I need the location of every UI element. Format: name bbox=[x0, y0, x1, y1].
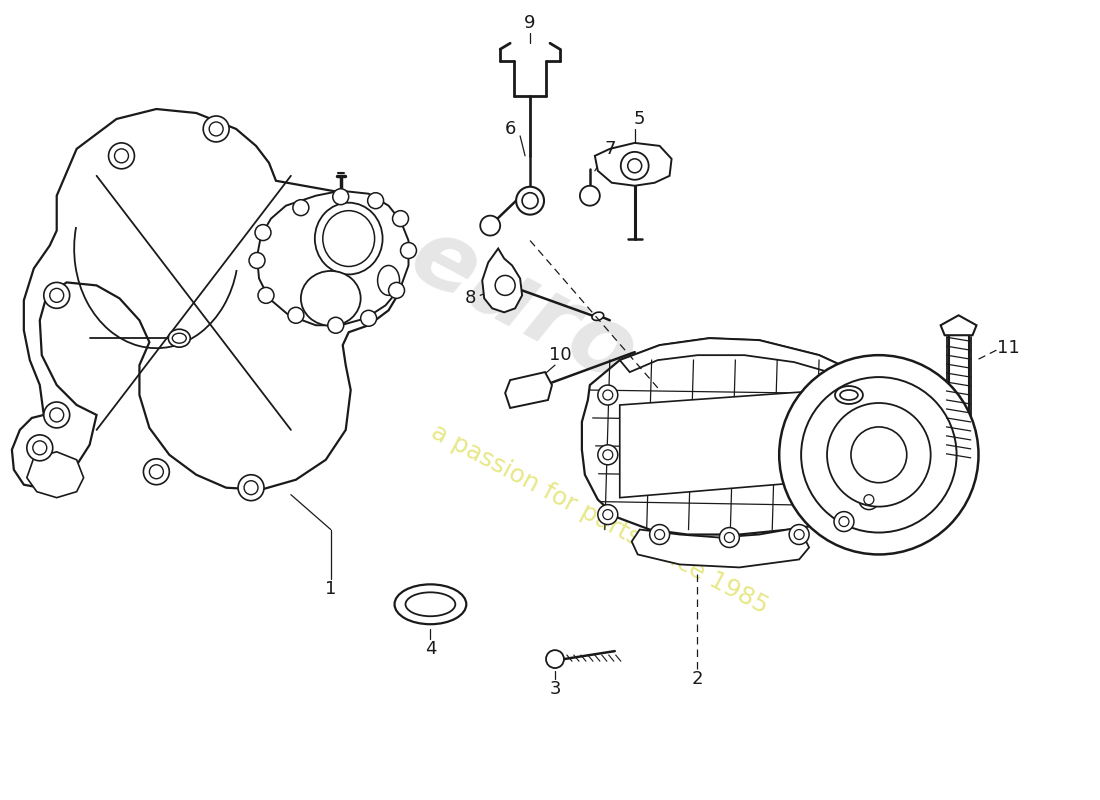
Circle shape bbox=[393, 210, 408, 226]
Ellipse shape bbox=[835, 386, 862, 404]
Circle shape bbox=[603, 390, 613, 400]
Text: 6: 6 bbox=[505, 120, 516, 138]
Circle shape bbox=[839, 517, 849, 526]
Circle shape bbox=[650, 525, 670, 545]
Ellipse shape bbox=[377, 266, 399, 295]
Circle shape bbox=[789, 525, 810, 545]
Circle shape bbox=[603, 510, 613, 519]
Circle shape bbox=[109, 143, 134, 169]
Text: 4: 4 bbox=[425, 640, 437, 658]
Circle shape bbox=[143, 458, 169, 485]
Circle shape bbox=[522, 193, 538, 209]
Circle shape bbox=[597, 445, 618, 465]
Circle shape bbox=[209, 122, 223, 136]
Circle shape bbox=[851, 427, 906, 482]
Circle shape bbox=[244, 481, 258, 494]
Polygon shape bbox=[940, 315, 977, 335]
Polygon shape bbox=[12, 109, 406, 490]
Circle shape bbox=[864, 494, 873, 505]
Circle shape bbox=[333, 189, 349, 205]
Circle shape bbox=[44, 282, 69, 308]
Circle shape bbox=[801, 377, 957, 533]
Circle shape bbox=[288, 307, 304, 323]
Circle shape bbox=[779, 355, 979, 554]
Circle shape bbox=[481, 216, 500, 235]
Ellipse shape bbox=[301, 271, 361, 326]
Text: eurospares: eurospares bbox=[394, 209, 965, 571]
Text: 3: 3 bbox=[549, 680, 561, 698]
Polygon shape bbox=[26, 452, 84, 498]
Text: 10: 10 bbox=[549, 346, 571, 364]
Ellipse shape bbox=[168, 330, 190, 347]
Circle shape bbox=[603, 450, 613, 460]
Circle shape bbox=[367, 193, 384, 209]
Text: 2: 2 bbox=[692, 670, 703, 688]
Circle shape bbox=[546, 650, 564, 668]
Text: 1: 1 bbox=[326, 580, 337, 598]
Circle shape bbox=[654, 530, 664, 539]
Circle shape bbox=[249, 253, 265, 269]
Circle shape bbox=[238, 474, 264, 501]
Ellipse shape bbox=[173, 334, 186, 343]
Ellipse shape bbox=[840, 390, 858, 400]
Circle shape bbox=[26, 435, 53, 461]
Polygon shape bbox=[619, 390, 834, 498]
Circle shape bbox=[258, 287, 274, 303]
Circle shape bbox=[400, 242, 417, 258]
Circle shape bbox=[50, 408, 64, 422]
Polygon shape bbox=[631, 527, 810, 567]
Circle shape bbox=[620, 152, 649, 180]
Circle shape bbox=[597, 385, 618, 405]
Circle shape bbox=[114, 149, 129, 163]
Ellipse shape bbox=[322, 210, 375, 266]
Circle shape bbox=[719, 527, 739, 547]
Circle shape bbox=[859, 490, 879, 510]
Circle shape bbox=[204, 116, 229, 142]
Circle shape bbox=[328, 318, 343, 334]
Ellipse shape bbox=[592, 312, 604, 321]
Polygon shape bbox=[482, 249, 522, 312]
Text: 11: 11 bbox=[997, 339, 1020, 357]
Text: 5: 5 bbox=[634, 110, 646, 128]
Circle shape bbox=[827, 403, 931, 506]
Text: 8: 8 bbox=[464, 290, 476, 307]
Circle shape bbox=[834, 512, 854, 531]
Ellipse shape bbox=[406, 592, 455, 616]
Polygon shape bbox=[595, 143, 672, 186]
Circle shape bbox=[50, 288, 64, 302]
Circle shape bbox=[388, 282, 405, 298]
Circle shape bbox=[33, 441, 47, 455]
Circle shape bbox=[495, 275, 515, 295]
Circle shape bbox=[794, 530, 804, 539]
Circle shape bbox=[44, 402, 69, 428]
Text: 7: 7 bbox=[604, 140, 616, 158]
Polygon shape bbox=[619, 338, 899, 405]
Polygon shape bbox=[257, 190, 408, 326]
Circle shape bbox=[516, 186, 544, 214]
Ellipse shape bbox=[395, 584, 466, 624]
Circle shape bbox=[361, 310, 376, 326]
Circle shape bbox=[255, 225, 271, 241]
Text: 9: 9 bbox=[525, 14, 536, 32]
Ellipse shape bbox=[315, 202, 383, 274]
Circle shape bbox=[580, 186, 600, 206]
Circle shape bbox=[293, 200, 309, 216]
Circle shape bbox=[150, 465, 163, 478]
Polygon shape bbox=[582, 338, 909, 534]
Polygon shape bbox=[505, 372, 552, 408]
Circle shape bbox=[597, 505, 618, 525]
Circle shape bbox=[725, 533, 735, 542]
Text: a passion for parts since 1985: a passion for parts since 1985 bbox=[427, 420, 772, 619]
Circle shape bbox=[628, 159, 641, 173]
